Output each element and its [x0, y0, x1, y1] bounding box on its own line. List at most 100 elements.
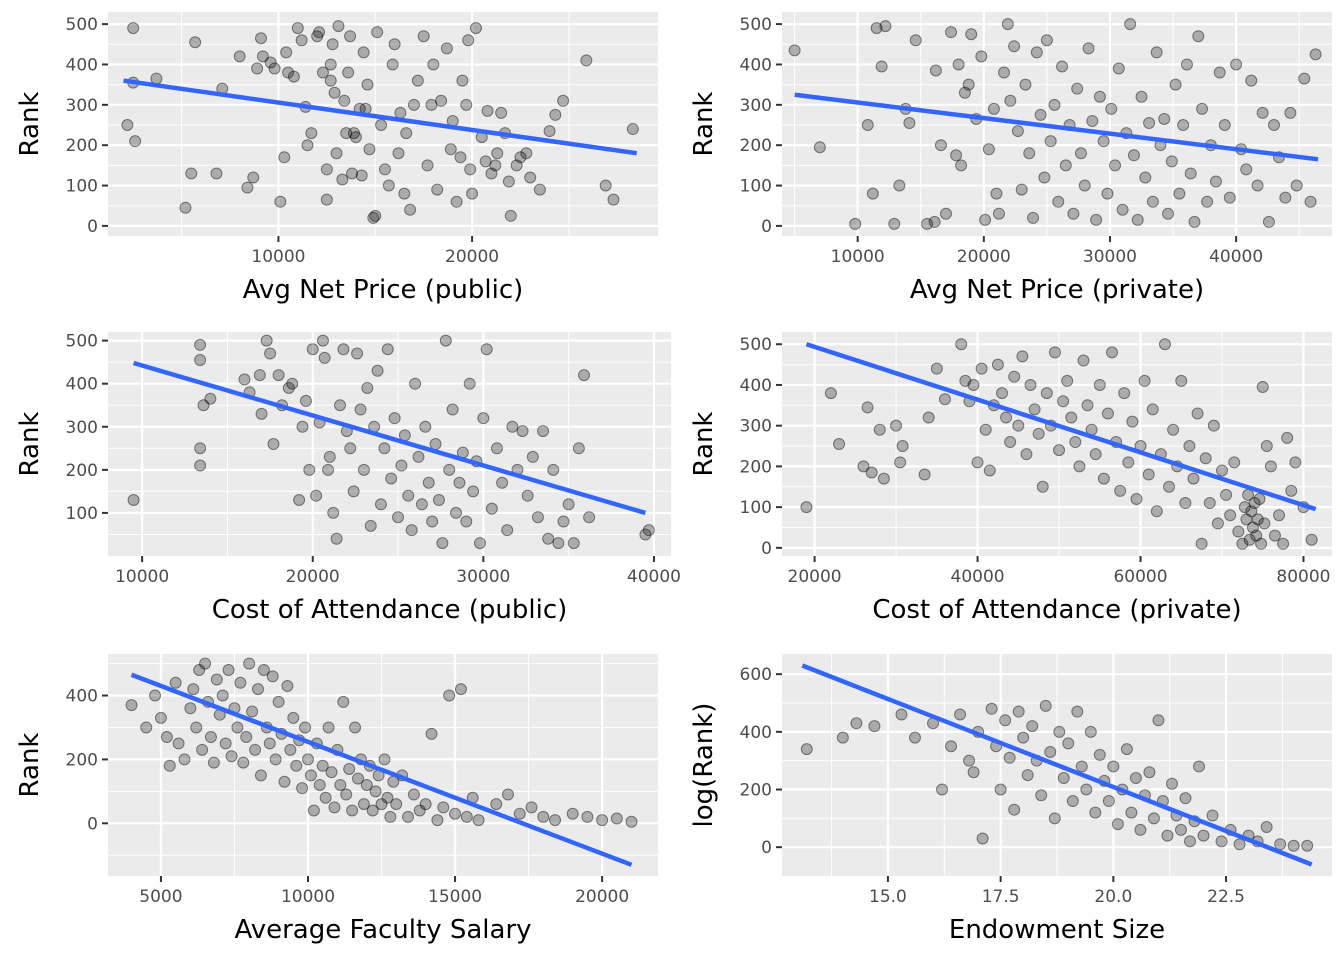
scatter-point — [1057, 771, 1070, 784]
scatter-point — [526, 450, 539, 463]
scatter-point — [402, 810, 414, 823]
scatter-point — [1066, 795, 1079, 808]
scatter-point — [1008, 803, 1021, 816]
scatter-point — [1158, 338, 1171, 351]
scatter-point — [850, 717, 863, 730]
scatter-point — [460, 515, 473, 528]
x-tick-label: 60000 — [1113, 567, 1167, 587]
y-tick-label: 0 — [87, 217, 98, 237]
scatter-point — [378, 163, 391, 176]
x-axis-title: Avg Net Price (private) — [910, 275, 1204, 305]
scatter-point — [1142, 468, 1155, 481]
scatter-point — [506, 420, 519, 433]
scatter-point — [1039, 699, 1052, 712]
scatter-point — [502, 788, 514, 801]
scatter-point — [979, 423, 992, 436]
y-axis-title: log(Rank) — [689, 703, 719, 828]
scatter-point — [296, 782, 309, 795]
scatter-point — [394, 106, 407, 119]
scatter-point — [190, 721, 203, 734]
scatter-point — [626, 123, 639, 136]
scatter-point — [194, 354, 207, 366]
scatter-point — [1032, 427, 1045, 440]
scatter-point — [280, 46, 293, 59]
scatter-point — [330, 147, 343, 160]
scatter-point — [337, 695, 350, 708]
scatter-point — [1165, 777, 1178, 790]
scatter-point — [436, 537, 449, 550]
scatter-point — [1120, 743, 1133, 756]
scatter-point — [962, 78, 975, 91]
scatter-point — [254, 32, 267, 45]
scatter-point — [302, 753, 314, 766]
scatter-point — [342, 66, 355, 79]
y-tick-label: 200 — [740, 457, 772, 477]
scatter-point — [983, 464, 996, 477]
scatter-point — [490, 798, 503, 811]
scatter-point — [425, 727, 438, 740]
scatter-point — [547, 463, 560, 476]
scatter-point — [281, 679, 294, 692]
scatter-point — [625, 815, 638, 828]
scatter-point — [1139, 171, 1152, 184]
scatter-point — [549, 814, 562, 827]
trend-line — [130, 672, 633, 867]
scatter-point — [516, 425, 529, 438]
scatter-point — [975, 50, 988, 63]
scatter-point — [1298, 72, 1311, 85]
scatter-point — [1177, 119, 1190, 132]
scatter-point — [282, 382, 295, 394]
scatter-point — [299, 394, 312, 407]
scatter-point — [557, 94, 570, 107]
scatter-point — [404, 203, 417, 216]
scatter-point — [485, 167, 498, 180]
scatter-point — [1093, 378, 1106, 391]
scatter-point — [225, 750, 238, 763]
scatter-point — [572, 442, 585, 455]
scatter-point — [1057, 395, 1070, 408]
subplot-6: 15.0 17.5 20.0 22.5 0 200 400 600 Endowment Size… — [689, 654, 1332, 945]
y-tick-label: 500 — [740, 15, 772, 35]
scatter-point — [895, 708, 908, 721]
scatter-point — [466, 187, 479, 200]
scatter-point — [272, 369, 285, 382]
x-tick-label: 20000 — [286, 567, 340, 587]
scatter-point — [524, 171, 537, 184]
scatter-point — [439, 334, 452, 347]
scatter-point — [125, 699, 138, 712]
scatter-point — [319, 791, 332, 804]
scatter-point — [417, 30, 430, 43]
scatter-point — [583, 511, 596, 524]
scatter-point — [386, 58, 399, 71]
subplot-1: 10000 20000 0 100 200 300 400 500 Avg Net Price … — [15, 12, 658, 305]
scatter-point — [992, 207, 1005, 220]
scatter-point — [185, 167, 198, 180]
scatter-point — [241, 181, 254, 194]
scatter-point — [357, 463, 370, 476]
scatter-point — [460, 98, 473, 111]
y-tick-label: 200 — [740, 136, 772, 156]
y-tick-label: 500 — [740, 335, 772, 355]
subplot-2: 10000 20000 30000 40000 0 100 200 300 400 500 Avg … — [689, 12, 1332, 305]
scatter-point — [1062, 737, 1075, 750]
scatter-point — [307, 804, 320, 817]
scatter-point — [1150, 46, 1163, 59]
scatter-point — [454, 151, 467, 164]
scatter-point — [1075, 760, 1088, 773]
scatter-point — [1135, 90, 1148, 103]
scatter-point — [1233, 838, 1246, 851]
y-tick-label: 100 — [740, 498, 772, 518]
scatter-point — [1109, 159, 1122, 172]
scatter-point — [938, 393, 951, 406]
scatter-point — [426, 515, 439, 528]
scatter-point — [334, 778, 347, 791]
scatter-point — [382, 179, 395, 192]
scatter-point — [296, 420, 309, 433]
scatter-point — [1020, 448, 1033, 461]
scatter-point — [893, 179, 906, 192]
x-axis-title: Average Faculty Salary — [234, 915, 531, 945]
y-axis-title: Rank — [689, 412, 719, 477]
scatter-point — [502, 175, 515, 188]
scatter-point — [581, 810, 594, 823]
scatter-point — [1138, 374, 1151, 387]
